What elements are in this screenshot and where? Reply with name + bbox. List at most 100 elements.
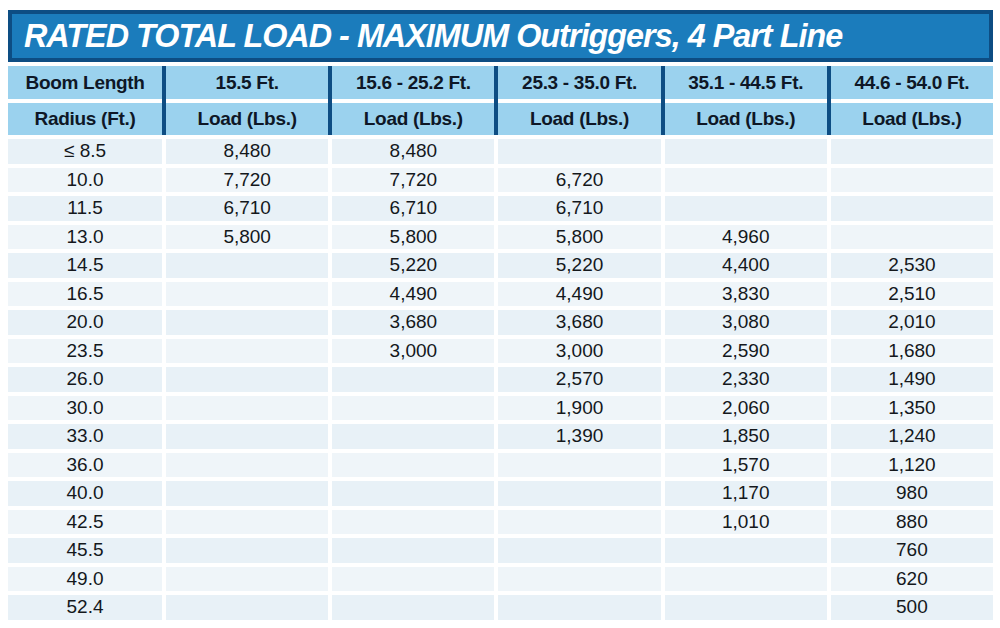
table-row: 10.07,7207,7206,720 xyxy=(8,168,993,193)
load-cell xyxy=(831,139,993,164)
radius-cell: 10.0 xyxy=(8,168,162,193)
table-row: ≤ 8.58,4808,480 xyxy=(8,139,993,164)
load-cell: 8,480 xyxy=(332,139,494,164)
subheader-load-4: Load (Lbs.) xyxy=(665,103,827,135)
load-cell xyxy=(332,424,494,449)
load-cell: 6,710 xyxy=(166,196,328,221)
subheader-radius: Radius (Ft.) xyxy=(8,103,162,135)
load-cell xyxy=(831,225,993,250)
load-cell: 5,220 xyxy=(332,253,494,278)
load-cell: 2,060 xyxy=(665,396,827,421)
load-cell: 3,680 xyxy=(498,310,660,335)
load-cell: 980 xyxy=(831,481,993,506)
radius-cell: 30.0 xyxy=(8,396,162,421)
header-boom-15-5: 15.5 Ft. xyxy=(166,66,328,103)
radius-cell: ≤ 8.5 xyxy=(8,139,162,164)
radius-cell: 20.0 xyxy=(8,310,162,335)
load-cell xyxy=(166,595,328,620)
load-cell xyxy=(166,396,328,421)
load-cell: 5,800 xyxy=(498,225,660,250)
radius-cell: 42.5 xyxy=(8,510,162,535)
chart-title: RATED TOTAL LOAD - MAXIMUM Outriggers, 4… xyxy=(24,17,842,55)
load-cell xyxy=(665,168,827,193)
load-cell: 2,530 xyxy=(831,253,993,278)
radius-cell: 49.0 xyxy=(8,567,162,592)
load-cell: 1,010 xyxy=(665,510,827,535)
load-cell xyxy=(498,481,660,506)
load-cell xyxy=(665,595,827,620)
table-row: 33.0 1,3901,8501,240 xyxy=(8,424,993,449)
header-boom-35-1-44-5: 35.1 - 44.5 Ft. xyxy=(665,66,827,103)
load-cell xyxy=(332,396,494,421)
table-body: ≤ 8.58,4808,48010.07,7207,7206,72011.56,… xyxy=(8,139,1000,620)
load-cell: 7,720 xyxy=(332,168,494,193)
load-chart-page: RATED TOTAL LOAD - MAXIMUM Outriggers, 4… xyxy=(0,0,1000,628)
load-cell: 1,240 xyxy=(831,424,993,449)
chart-title-bar: RATED TOTAL LOAD - MAXIMUM Outriggers, 4… xyxy=(8,10,993,62)
load-cell: 1,850 xyxy=(665,424,827,449)
load-cell xyxy=(332,453,494,478)
load-cell xyxy=(332,510,494,535)
header-boom-25-3-35-0: 25.3 - 35.0 Ft. xyxy=(498,66,660,103)
load-cell: 3,830 xyxy=(665,282,827,307)
load-cell: 2,510 xyxy=(831,282,993,307)
subheader-load-2: Load (Lbs.) xyxy=(332,103,494,135)
load-cell: 880 xyxy=(831,510,993,535)
radius-cell: 40.0 xyxy=(8,481,162,506)
table-row: 40.0 1,170980 xyxy=(8,481,993,506)
table-row: 30.0 1,9002,0601,350 xyxy=(8,396,993,421)
load-cell: 5,800 xyxy=(166,225,328,250)
load-cell: 3,000 xyxy=(498,339,660,364)
load-cell: 1,350 xyxy=(831,396,993,421)
load-cell: 1,680 xyxy=(831,339,993,364)
load-cell: 2,010 xyxy=(831,310,993,335)
header-boom-length: Boom Length xyxy=(8,66,162,103)
table-row: 16.54,4904,4903,8302,510 xyxy=(8,282,993,307)
load-cell xyxy=(665,538,827,563)
load-cell xyxy=(498,510,660,535)
table-row: 49.0620 xyxy=(8,567,993,592)
load-cell: 1,170 xyxy=(665,481,827,506)
radius-cell: 11.5 xyxy=(8,196,162,221)
load-cell xyxy=(498,139,660,164)
radius-cell: 52.4 xyxy=(8,595,162,620)
load-cell xyxy=(166,510,328,535)
load-cell xyxy=(831,196,993,221)
load-cell xyxy=(332,567,494,592)
load-cell: 5,220 xyxy=(498,253,660,278)
load-cell xyxy=(665,567,827,592)
load-cell xyxy=(166,339,328,364)
subheader-load-1: Load (Lbs.) xyxy=(166,103,328,135)
load-cell: 500 xyxy=(831,595,993,620)
load-cell xyxy=(498,595,660,620)
load-cell: 1,900 xyxy=(498,396,660,421)
load-cell: 1,390 xyxy=(498,424,660,449)
load-cell: 3,680 xyxy=(332,310,494,335)
load-cell: 3,080 xyxy=(665,310,827,335)
subheader-load-5: Load (Lbs.) xyxy=(831,103,993,135)
header-boom-15-6-25-2: 15.6 - 25.2 Ft. xyxy=(332,66,494,103)
header-boom-44-6-54-0: 44.6 - 54.0 Ft. xyxy=(831,66,993,103)
table-row: 26.02,5702,3301,490 xyxy=(8,367,993,392)
radius-cell: 36.0 xyxy=(8,453,162,478)
load-cell: 4,400 xyxy=(665,253,827,278)
load-cell xyxy=(166,253,328,278)
load-cell xyxy=(332,481,494,506)
load-cell: 8,480 xyxy=(166,139,328,164)
load-cell xyxy=(166,310,328,335)
load-cell xyxy=(498,567,660,592)
load-cell: 1,490 xyxy=(831,367,993,392)
load-cell: 2,330 xyxy=(665,367,827,392)
load-cell xyxy=(332,538,494,563)
subheader-load-3: Load (Lbs.) xyxy=(498,103,660,135)
load-cell xyxy=(665,196,827,221)
table-row: 13.05,8005,8005,8004,960 xyxy=(8,225,993,250)
load-cell: 1,120 xyxy=(831,453,993,478)
load-cell xyxy=(166,282,328,307)
table-row: 52.4 500 xyxy=(8,595,993,620)
table-row: 45.5760 xyxy=(8,538,993,563)
table-row: 14.55,2205,2204,4002,530 xyxy=(8,253,993,278)
radius-cell: 33.0 xyxy=(8,424,162,449)
load-cell: 2,590 xyxy=(665,339,827,364)
table-row: 23.53,0003,0002,5901,680 xyxy=(8,339,993,364)
